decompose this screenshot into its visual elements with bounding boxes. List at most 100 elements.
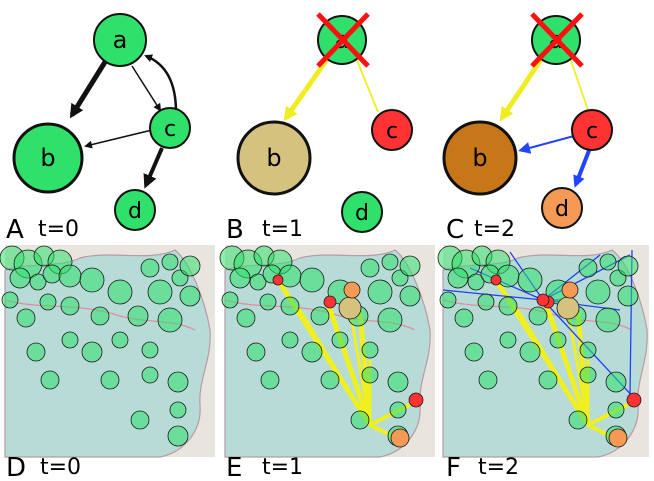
node-d-label: d — [555, 197, 569, 222]
edge-a-b — [69, 60, 108, 119]
node-d — [341, 191, 383, 233]
panel-a-letter: A — [6, 215, 24, 245]
edge-a-b-flow — [283, 56, 331, 122]
map-node-affected — [626, 392, 642, 408]
map-node — [90, 306, 110, 326]
map-node — [377, 307, 403, 333]
map-node — [331, 331, 349, 349]
map-node — [568, 410, 588, 430]
map-node — [278, 264, 302, 288]
map-node — [528, 306, 548, 326]
map-node — [179, 255, 201, 277]
map-node — [9, 267, 31, 289]
map-node — [100, 370, 120, 390]
redirect-edge — [442, 289, 544, 301]
node-a-label: a — [113, 26, 128, 54]
edge-a-c-flow — [569, 57, 589, 111]
map-node — [130, 410, 150, 430]
panel-c-letter: C — [446, 215, 464, 245]
map-node — [127, 305, 149, 327]
node-b-label: b — [40, 144, 55, 172]
node-c — [149, 107, 191, 149]
map-node — [79, 267, 105, 293]
map-node — [578, 258, 598, 278]
map-node — [361, 366, 379, 384]
map-node — [617, 285, 639, 307]
node-c — [571, 109, 613, 151]
map-node-affected — [408, 392, 424, 408]
map-node — [595, 307, 621, 333]
edge-a-c — [131, 65, 162, 112]
map-e-nodes — [219, 245, 424, 448]
node-b-label: b — [472, 144, 487, 172]
map-node — [246, 342, 266, 362]
panel-f-letter: F — [446, 453, 461, 481]
map-node — [361, 341, 379, 359]
map-node — [496, 264, 520, 288]
panel-a: a b c d A t=0 — [6, 13, 191, 245]
map-node — [236, 308, 256, 328]
node-c-label: c — [386, 119, 398, 144]
map-node — [447, 267, 469, 289]
node-d-label: d — [128, 199, 142, 224]
map-node — [477, 293, 495, 311]
edge-a-b-flow — [499, 56, 545, 122]
map-node — [141, 341, 159, 359]
panel-b-time: t=1 — [262, 217, 303, 242]
map-node — [161, 253, 179, 271]
map-node — [517, 267, 543, 293]
map-node — [617, 255, 639, 277]
map-node — [281, 331, 299, 349]
map-node — [454, 308, 474, 328]
flow-edge — [516, 309, 590, 426]
map-node — [599, 253, 617, 271]
map-node — [169, 401, 187, 419]
map-node — [141, 366, 159, 384]
panel-b-letter: B — [226, 215, 244, 245]
flow-edge — [298, 309, 372, 426]
map-node — [478, 370, 498, 390]
map-node — [607, 401, 625, 419]
map-node — [280, 296, 300, 316]
map-node — [464, 342, 484, 362]
map-node — [1, 291, 19, 309]
map-node — [399, 285, 421, 307]
node-b — [442, 120, 518, 196]
map-node — [310, 306, 330, 326]
map-node — [360, 258, 380, 278]
map-node — [579, 366, 597, 384]
map-node — [111, 331, 129, 349]
map-node — [585, 279, 611, 305]
map-node — [260, 370, 280, 390]
map-node — [389, 401, 407, 419]
map-node — [167, 371, 189, 393]
map-node — [229, 267, 251, 289]
map-node — [81, 341, 103, 363]
map-node-affected — [561, 281, 579, 299]
map-node — [29, 273, 47, 291]
node-c — [371, 109, 413, 151]
map-d-nodes — [0, 245, 201, 447]
map-node — [107, 279, 133, 305]
map-node — [367, 279, 393, 305]
edge-c-b-redirect — [518, 135, 575, 154]
map-node — [381, 253, 399, 271]
map-node — [157, 307, 183, 333]
map-node-affected — [490, 274, 502, 286]
panel-f-time: t=2 — [478, 455, 519, 480]
panel-d-letter: D — [6, 453, 26, 481]
flow-edge — [543, 303, 591, 426]
node-d — [541, 187, 583, 229]
map-node — [350, 410, 370, 430]
node-a — [93, 13, 147, 67]
map-node — [147, 279, 173, 305]
map-node — [61, 331, 79, 349]
map-node — [259, 293, 277, 311]
node-c-label: c — [586, 119, 598, 144]
edge-a-c-flow — [355, 57, 379, 113]
map-node — [538, 370, 558, 390]
node-c-label: c — [164, 117, 176, 142]
edge-c-d — [143, 147, 164, 189]
map-node — [39, 293, 57, 311]
